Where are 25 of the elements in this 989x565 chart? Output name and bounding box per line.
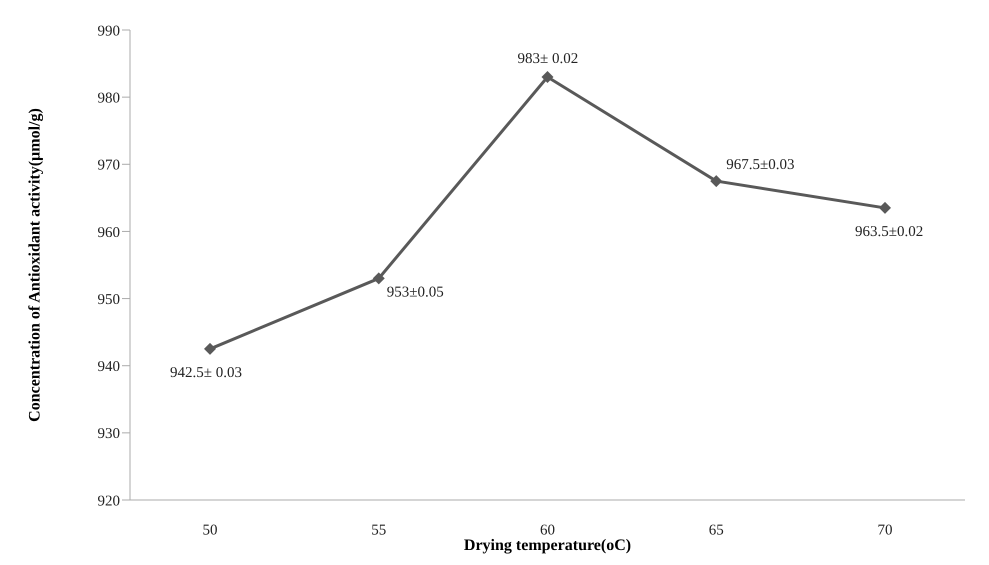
y-tick-label: 990	[98, 23, 120, 40]
x-tick-label: 60	[540, 522, 555, 539]
y-tick-label: 940	[98, 359, 120, 376]
data-label: 963.5±0.02	[855, 224, 924, 240]
point	[542, 71, 554, 83]
data-label: 942.5± 0.03	[170, 364, 242, 381]
point	[710, 175, 722, 188]
y-axis-title: Concentration of Antioxidant activity(µmol/g)	[26, 108, 44, 422]
point	[879, 202, 891, 214]
x-tick-label: 65	[708, 522, 724, 539]
y-tick-label: 970	[98, 158, 120, 174]
data-label: 953±0.05	[386, 284, 444, 300]
x-axis-title: Drying temperature(oC)	[464, 537, 632, 554]
point	[204, 342, 216, 355]
data-label: 983± 0.02	[518, 51, 578, 67]
y-tick-label: 980	[98, 90, 120, 106]
x-tick-label: 55	[371, 522, 386, 539]
x-tick-label: 70	[878, 522, 892, 539]
y-tick-label: 920	[98, 493, 120, 510]
x-tick-label: 50	[202, 522, 218, 539]
y-tick-label: 930	[98, 426, 120, 442]
point	[372, 272, 385, 284]
y-tick-label: 950	[98, 292, 120, 308]
y-tick-label: 960	[98, 224, 120, 241]
data-label: 967.5±0.03	[726, 157, 794, 174]
